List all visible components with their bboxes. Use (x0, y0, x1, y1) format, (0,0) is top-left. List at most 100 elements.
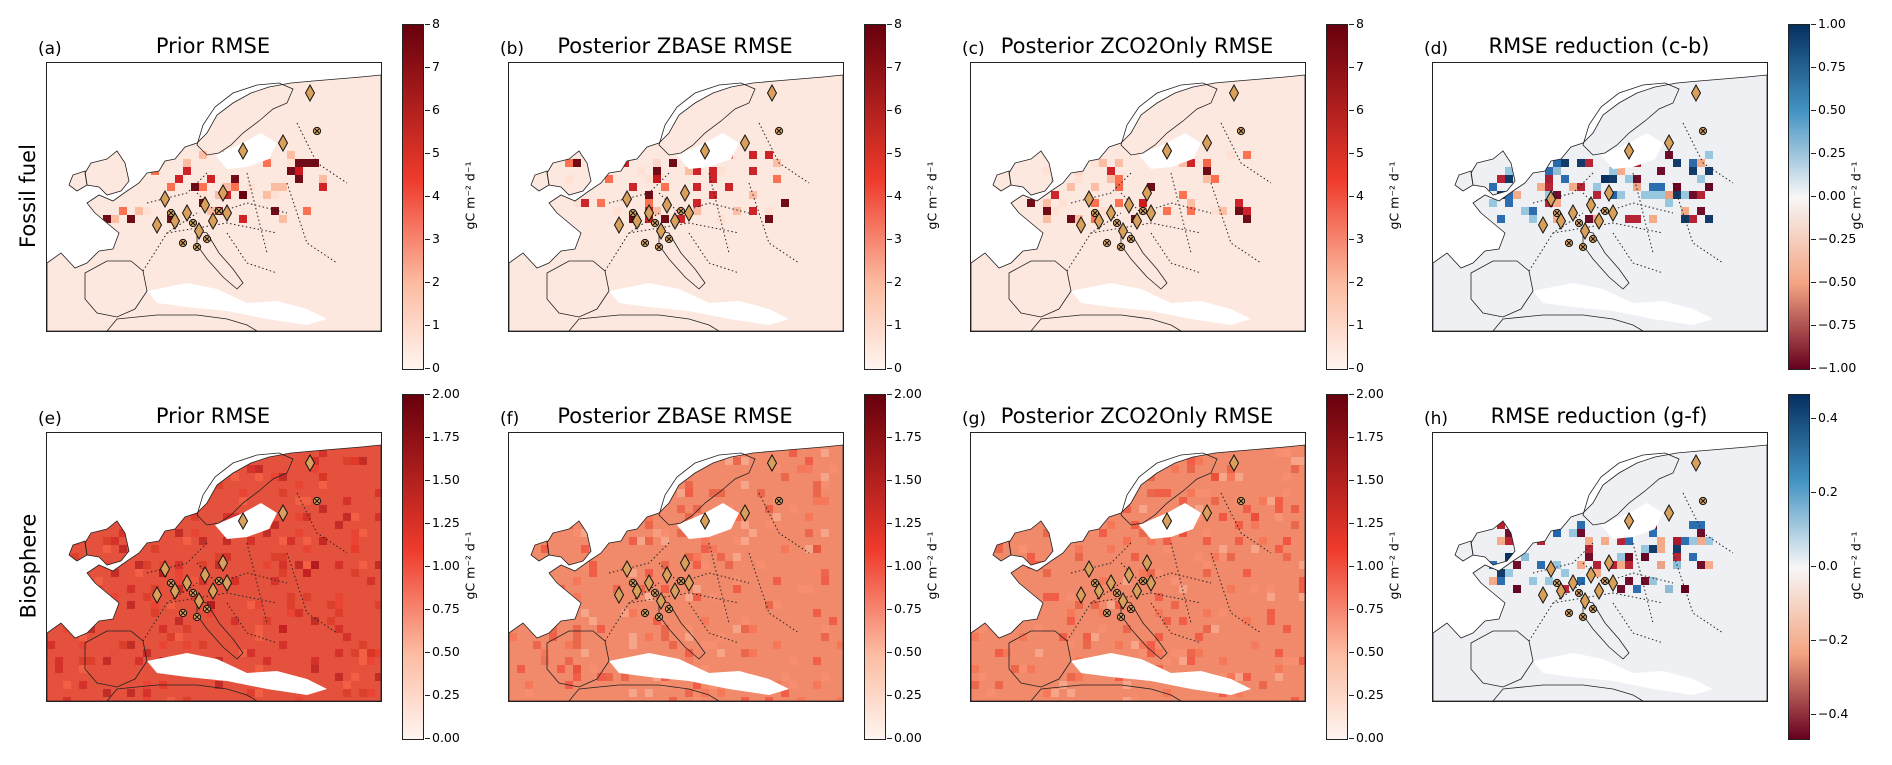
grid-cell (287, 159, 295, 167)
grid-cell (287, 609, 295, 617)
coastline (992, 170, 1012, 192)
diamond-station-icon (1593, 211, 1605, 231)
coastline (84, 630, 148, 688)
grid-cell (207, 609, 215, 617)
diamond-station-icon (1201, 503, 1213, 523)
map-panel[interactable] (970, 62, 1306, 332)
colorbar (402, 394, 424, 740)
grid-cell (279, 625, 287, 633)
diamond-station-icon (1607, 573, 1619, 593)
panel-title: Posterior ZCO2Only RMSE (1000, 404, 1274, 428)
grid-cell (151, 513, 159, 521)
map-panel[interactable] (508, 62, 844, 332)
colorbar-tick-label: 0.25 (1349, 687, 1384, 702)
grid-cell (765, 697, 773, 701)
colorbar-tick-label: 4 (425, 188, 440, 203)
grid-cell (1163, 689, 1171, 697)
colorbar-tick-label: 0.00 (1349, 730, 1384, 745)
grid-cell (255, 689, 263, 697)
country-border (1682, 492, 1734, 554)
grid-cell (223, 513, 231, 521)
grid-cell (645, 593, 653, 601)
grid-cell (1689, 553, 1697, 561)
country-border (286, 552, 338, 634)
grid-cell (1705, 537, 1713, 545)
grid-cell (143, 681, 151, 689)
grid-cell (741, 649, 749, 657)
diamond-station-icon (1690, 453, 1702, 473)
grid-cell (565, 175, 573, 183)
grid-cell (1633, 215, 1641, 223)
diamond-station-icon (613, 215, 625, 235)
grid-cell (1115, 473, 1123, 481)
grid-cell (821, 473, 829, 481)
grid-cell (541, 601, 549, 609)
grid-cell (1011, 449, 1019, 457)
grid-cell (1267, 585, 1275, 593)
europe-map-svg (1433, 444, 1767, 701)
grid-cell (1099, 159, 1107, 167)
grid-cell (375, 561, 381, 569)
grid-cell (581, 649, 589, 657)
grid-cell (1497, 215, 1505, 223)
grid-cell (1251, 545, 1259, 553)
map-panel[interactable] (1432, 432, 1768, 702)
diamond-station-icon (169, 581, 181, 601)
grid-cell (573, 481, 581, 489)
grid-cell (1179, 191, 1187, 199)
grid-cell (1577, 529, 1585, 537)
grid-cell (1043, 569, 1051, 577)
grid-cell (103, 215, 111, 223)
grid-cell (199, 641, 207, 649)
grid-cell (1657, 537, 1665, 545)
grid-cell (1227, 673, 1235, 681)
grid-cell (1019, 601, 1027, 609)
grid-cell (1147, 537, 1155, 545)
grid-cell (335, 561, 343, 569)
grid-cell (303, 513, 311, 521)
grid-cell (351, 513, 359, 521)
country-border (196, 562, 288, 584)
map-panel[interactable] (508, 432, 844, 702)
country-border (1672, 552, 1724, 634)
grid-cell (1251, 521, 1259, 529)
grid-cell (733, 625, 741, 633)
grid-cell (1673, 553, 1681, 561)
grid-cell (653, 617, 661, 625)
grid-cell (175, 489, 183, 497)
grid-cell (781, 689, 789, 697)
grid-cell (143, 561, 151, 569)
grid-cell (1617, 585, 1625, 593)
colorbar-tick-label: −0.50 (1810, 274, 1857, 289)
grid-cell (183, 159, 191, 167)
grid-cell (1585, 215, 1593, 223)
grid-cell (199, 473, 207, 481)
diamond-station-icon (1083, 559, 1095, 579)
grid-cell (669, 159, 677, 167)
grid-cell (1505, 553, 1513, 561)
grid-cell (557, 665, 565, 673)
country-border (226, 602, 278, 644)
grid-cell (685, 513, 693, 521)
map-panel[interactable] (46, 62, 382, 332)
grid-cell (701, 641, 709, 649)
cross-mark (1114, 590, 1120, 596)
colorbar-tick-label: 0.75 (887, 601, 922, 616)
grid-cell (1043, 465, 1051, 473)
diamond-station-icon (1593, 581, 1605, 601)
grid-cell (1139, 641, 1147, 649)
grid-cell (995, 505, 1003, 513)
grid-cell (1027, 553, 1035, 561)
grid-cell (1059, 199, 1067, 207)
grid-cell (63, 577, 71, 585)
grid-cell (287, 151, 295, 159)
grid-cell (653, 167, 661, 175)
grid-cell (645, 191, 653, 199)
map-panel[interactable] (46, 432, 382, 702)
grid-cell (1083, 641, 1091, 649)
grid-cell (1705, 215, 1713, 223)
grid-cell (343, 513, 351, 521)
map-panel[interactable] (1432, 62, 1768, 332)
country-border (1552, 592, 1664, 604)
map-panel[interactable] (970, 432, 1306, 702)
